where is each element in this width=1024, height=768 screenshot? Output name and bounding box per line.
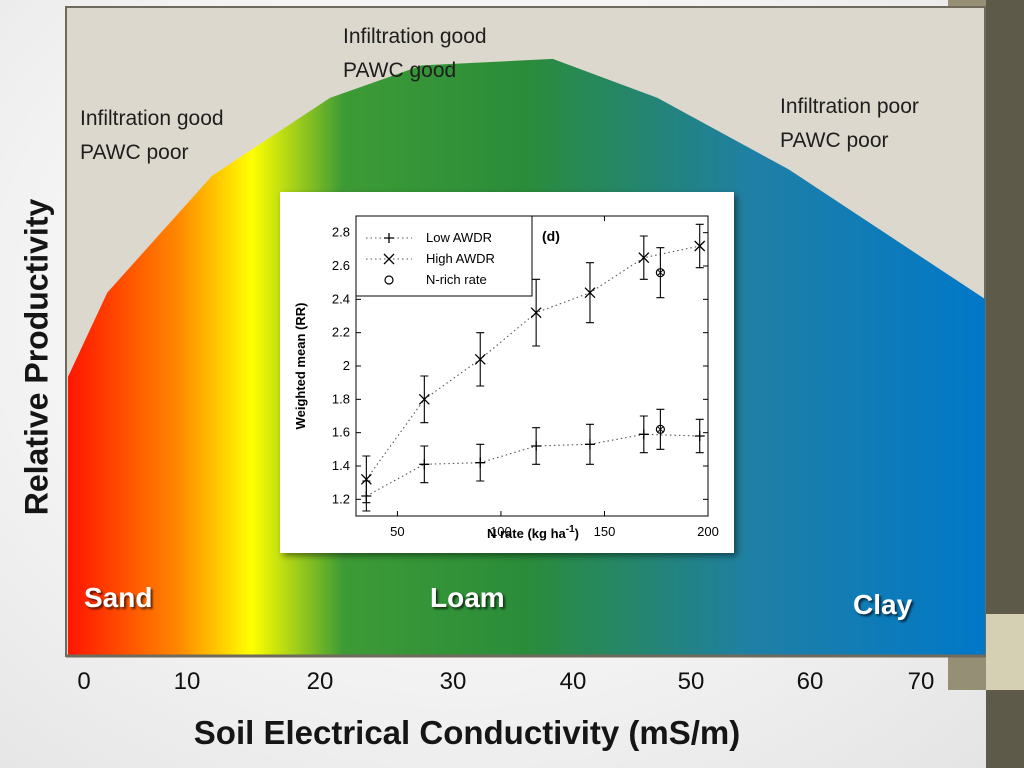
annotation-clay: Infiltration poor PAWC poor bbox=[780, 90, 919, 158]
annotation-loam-line2: PAWC good bbox=[343, 59, 457, 82]
annotation-clay-line1: Infiltration poor bbox=[780, 95, 919, 118]
annotation-loam-line1: Infiltration good bbox=[343, 25, 487, 48]
inset-y-tick-label: 2.8 bbox=[332, 225, 350, 240]
inset-data-point bbox=[474, 353, 486, 365]
inset-x-axis-title-close: ) bbox=[575, 526, 579, 541]
x-tick-label: 70 bbox=[907, 668, 935, 695]
x-tick-label: 20 bbox=[306, 668, 334, 695]
inset-y-tick-label: 2.6 bbox=[332, 258, 350, 273]
inset-x-tick-label: 100 bbox=[490, 524, 512, 539]
inset-data-point-cross bbox=[657, 269, 664, 277]
annotation-sand-line1: Infiltration good bbox=[80, 107, 224, 130]
inset-data-point bbox=[584, 439, 595, 450]
legend-label-high-awdr: High AWDR bbox=[426, 251, 495, 266]
region-label-clay: Clay bbox=[853, 589, 913, 620]
slide-deco-block-beige bbox=[986, 614, 1024, 690]
inset-y-tick-label: 1.4 bbox=[332, 458, 350, 473]
x-tick-label: 0 bbox=[77, 668, 91, 695]
inset-x-tick-label: 200 bbox=[697, 524, 719, 539]
inset-data-point bbox=[360, 473, 372, 485]
legend-marker bbox=[383, 253, 395, 265]
inset-y-tick-label: 1.6 bbox=[332, 425, 350, 440]
inset-data-point bbox=[584, 287, 596, 299]
annotation-sand: Infiltration good PAWC poor bbox=[80, 102, 224, 170]
legend-label-low-awdr: Low AWDR bbox=[426, 230, 492, 245]
legend-label-n-rich: N-rich rate bbox=[426, 272, 487, 287]
inset-data-point bbox=[530, 307, 542, 319]
inset-data-point-cross bbox=[657, 425, 664, 433]
x-tick-label: 50 bbox=[677, 668, 705, 695]
inset-data-point bbox=[475, 457, 486, 468]
region-label-loam: Loam bbox=[430, 582, 505, 613]
inset-data-point bbox=[419, 459, 430, 470]
x-tick-label: 60 bbox=[796, 668, 824, 695]
inset-x-axis-title-sup: -1 bbox=[566, 524, 575, 535]
annotation-clay-line2: PAWC poor bbox=[780, 129, 889, 152]
inset-data-point bbox=[531, 441, 542, 451]
inset-y-tick-label: 1.2 bbox=[332, 491, 350, 506]
inset-data-point bbox=[694, 240, 706, 252]
inset-x-tick-label: 150 bbox=[594, 524, 616, 539]
x-tick-label: 30 bbox=[439, 668, 467, 695]
inset-x-axis-title: N rate (kg ha-1) bbox=[487, 524, 579, 541]
inset-data-point bbox=[418, 393, 430, 405]
region-label-sand: Sand bbox=[84, 582, 153, 613]
inset-data-point bbox=[655, 268, 665, 278]
x-tick-label: 40 bbox=[559, 668, 587, 695]
inset-y-tick-label: 2 bbox=[343, 358, 350, 373]
annotation-sand-line2: PAWC poor bbox=[80, 141, 189, 164]
x-tick-label: 10 bbox=[173, 668, 201, 695]
inset-panel-label: (d) bbox=[542, 228, 560, 244]
inset-data-point bbox=[655, 424, 665, 434]
inset-chart-panel: 50 100 150 200 1.2 1.4 1.6 1.8 2 2.2 2.4 2.6 2.8 Wei… bbox=[280, 192, 734, 553]
inset-data-point bbox=[638, 252, 650, 264]
inset-chart: 50 100 150 200 1.2 1.4 1.6 1.8 2 2.2 2.4 2.6 2.8 Wei… bbox=[293, 215, 719, 541]
inset-x-tick-label: 50 bbox=[390, 524, 404, 539]
inset-x-axis-title-main: N rate (kg ha bbox=[487, 526, 567, 541]
legend-marker bbox=[384, 275, 394, 285]
inset-y-tick-label: 1.8 bbox=[332, 391, 350, 406]
annotation-loam: Infiltration good PAWC good bbox=[343, 20, 487, 88]
inset-y-axis-title: Weighted mean (RR) bbox=[293, 303, 308, 430]
x-axis-title: Soil Electrical Conductivity (mS/m) bbox=[193, 714, 741, 751]
y-axis-title: Relative Productivity bbox=[18, 198, 55, 516]
inset-data-point bbox=[638, 429, 649, 440]
inset-y-tick-label: 2.4 bbox=[332, 291, 350, 306]
inset-data-point bbox=[694, 431, 705, 441]
legend-marker bbox=[384, 233, 394, 243]
inset-y-tick-label: 2.2 bbox=[332, 325, 350, 340]
